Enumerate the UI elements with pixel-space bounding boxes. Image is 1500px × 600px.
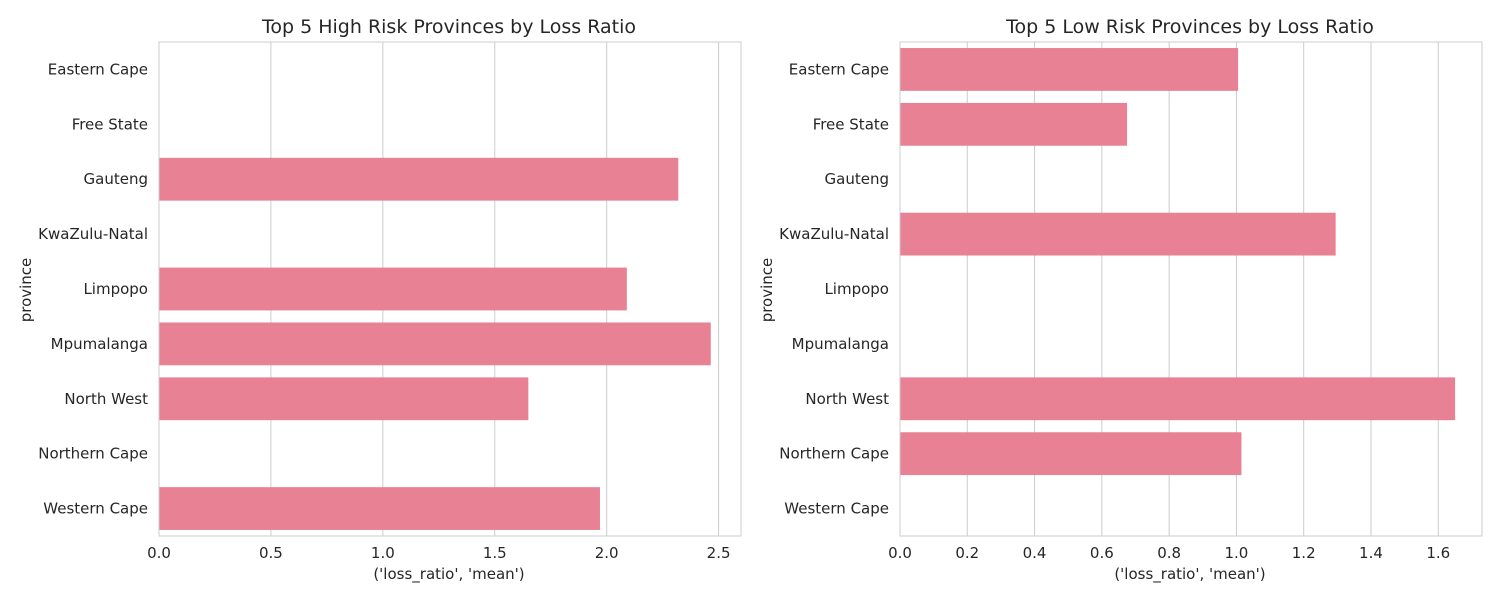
y-tick-label: Free State: [813, 115, 889, 133]
y-tick-label: Mpumalanga: [51, 335, 148, 353]
x-tick-label: 2.0: [595, 544, 619, 562]
bar-free-state: [900, 102, 1128, 146]
bar-northern-cape: [900, 432, 1242, 476]
x-axis-label: ('loss_ratio', 'mean'): [373, 565, 524, 584]
x-tick-label: 1.2: [1292, 544, 1316, 562]
y-tick-label: Northern Cape: [38, 445, 148, 463]
x-tick-label: 1.5: [483, 544, 507, 562]
x-tick-labels: 0.0 0.2 0.4 0.6 0.8 1.0 1.2 1.4 1.6: [888, 544, 1450, 562]
bar-north-west: [900, 377, 1456, 421]
x-tick-label: 1.0: [1224, 544, 1248, 562]
bars: [900, 48, 1456, 476]
x-tick-label: 2.5: [707, 544, 731, 562]
y-tick-label: Free State: [72, 115, 148, 133]
chart-panel-high-risk: Top 5 High Risk Provinces by Loss Ratio …: [17, 16, 742, 584]
bar-kwazulu-natal: [900, 212, 1336, 256]
x-tick-label: 0.4: [1023, 544, 1047, 562]
x-axis-label: ('loss_ratio', 'mean'): [1114, 565, 1265, 584]
bar-gauteng: [159, 157, 679, 201]
y-tick-label: Limpopo: [83, 280, 148, 298]
y-tick-label: Northern Cape: [779, 445, 889, 463]
y-tick-label: North West: [64, 390, 148, 408]
x-tick-label: 1.4: [1359, 544, 1383, 562]
x-tick-label: 1.6: [1426, 544, 1450, 562]
y-tick-label: Gauteng: [825, 170, 889, 188]
y-tick-label: KwaZulu-Natal: [38, 225, 148, 243]
y-axis-label: province: [17, 258, 35, 323]
y-tick-label: Mpumalanga: [792, 335, 889, 353]
chart-title: Top 5 High Risk Provinces by Loss Ratio: [261, 16, 636, 38]
plot-frame: [899, 41, 1483, 537]
y-tick-label: KwaZulu-Natal: [779, 225, 889, 243]
y-tick-label: Eastern Cape: [789, 60, 889, 78]
y-tick-label: Western Cape: [784, 500, 889, 518]
y-tick-label: Gauteng: [84, 170, 148, 188]
x-tick-label: 0.6: [1090, 544, 1114, 562]
x-tick-label: 0.0: [147, 544, 171, 562]
y-tick-label: Western Cape: [43, 500, 148, 518]
y-tick-label: North West: [805, 390, 889, 408]
bar-north-west: [159, 377, 529, 421]
x-tick-label: 0.5: [259, 544, 283, 562]
bar-western-cape: [159, 487, 600, 530]
bar-limpopo: [159, 267, 627, 311]
bar-eastern-cape: [900, 48, 1239, 91]
x-tick-label: 1.0: [371, 544, 395, 562]
x-tick-label: 0.8: [1157, 544, 1181, 562]
y-tick-label: Limpopo: [824, 280, 889, 298]
x-tick-label: 0.2: [955, 544, 979, 562]
x-tick-labels: 0.0 0.5 1.0 1.5 2.0 2.5: [147, 544, 730, 562]
bars: [159, 157, 711, 530]
x-tick-label: 0.0: [888, 544, 912, 562]
y-tick-labels: Eastern Cape Free State Gauteng KwaZulu-Nat…: [38, 60, 148, 517]
y-tick-label: Eastern Cape: [48, 60, 148, 78]
chart-panel-low-risk: Top 5 Low Risk Provinces by Loss Ratio (…: [758, 16, 1483, 584]
y-axis-label: province: [758, 258, 776, 323]
y-tick-labels: Eastern Cape Free State Gauteng KwaZulu-Nat…: [779, 60, 889, 517]
chart-title: Top 5 Low Risk Provinces by Loss Ratio: [1005, 16, 1374, 38]
plot-frame: [158, 41, 742, 537]
bar-mpumalanga: [159, 322, 711, 366]
